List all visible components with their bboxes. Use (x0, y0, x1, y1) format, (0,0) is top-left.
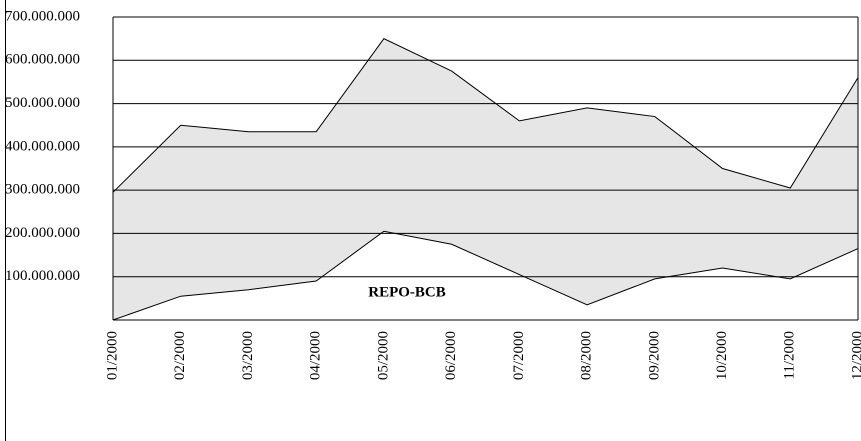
x-tick-label: 09/2000 (646, 331, 662, 380)
x-tick-label: 12/2000 (849, 331, 861, 380)
x-tick-label: 06/2000 (443, 331, 459, 380)
y-tick-label: 300.000.000 (5, 182, 80, 198)
x-tick-label: 11/2000 (782, 331, 798, 380)
y-tick-label: 400.000.000 (5, 138, 80, 154)
range-line (112, 230, 859, 321)
y-tick-label: 500.000.000 (5, 95, 80, 111)
range-area (113, 38, 858, 321)
y-tick-label: 200.000.000 (5, 225, 80, 241)
y-tick-label: 100.000.000 (5, 268, 80, 284)
y-tick-label: 700.000.000 (5, 8, 80, 24)
x-tick-label: 08/2000 (579, 331, 595, 380)
y-tick-label: 600.000.000 (5, 52, 80, 68)
annotation: REPO-BCB (368, 284, 446, 300)
range-line (112, 38, 859, 193)
x-tick-label: 05/2000 (375, 331, 391, 380)
x-tick-label: 10/2000 (714, 331, 730, 380)
x-tick-label: 01/2000 (104, 331, 120, 380)
x-tick-label: 04/2000 (308, 331, 324, 380)
x-tick-label: 07/2000 (511, 331, 527, 380)
x-tick-label: 02/2000 (172, 331, 188, 380)
x-tick-label: 03/2000 (240, 331, 256, 380)
